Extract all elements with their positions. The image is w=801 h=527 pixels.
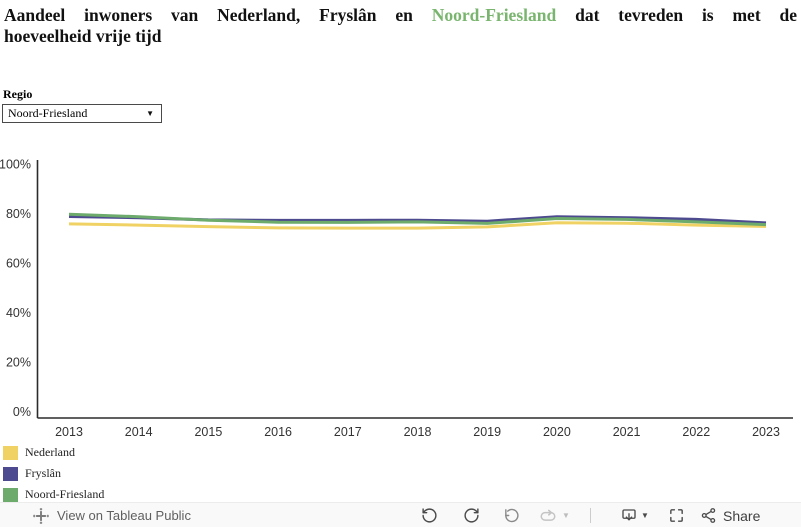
x-axis-tick: 2014 (125, 425, 153, 439)
page-title: Aandeel inwoners van Nederland, Fryslân … (4, 5, 797, 47)
legend-item-nederland[interactable]: Nederland (3, 442, 104, 463)
x-axis-tick: 2020 (543, 425, 571, 439)
legend-swatch (3, 466, 18, 481)
x-axis-tick: 2016 (264, 425, 292, 439)
x-axis-tick: 2023 (752, 425, 780, 439)
refresh-button[interactable] (536, 504, 560, 527)
y-axis-tick: 0% (13, 405, 31, 419)
x-axis-tick: 2015 (194, 425, 222, 439)
download-options-caret[interactable]: ▼ (641, 511, 649, 520)
redo-button[interactable] (459, 504, 483, 527)
download-button[interactable] (617, 504, 641, 527)
redo-icon (463, 508, 479, 523)
download-icon (622, 508, 636, 522)
x-axis-tick: 2022 (682, 425, 710, 439)
fullscreen-button[interactable] (664, 504, 688, 527)
x-axis-tick: 2018 (404, 425, 432, 439)
share-label: Share (723, 507, 761, 524)
title-highlight: Noord-Friesland (431, 5, 557, 25)
region-dropdown[interactable]: Noord-Friesland ▼ (2, 104, 162, 123)
legend-swatch (3, 487, 18, 502)
x-axis-tick: 2017 (334, 425, 362, 439)
title-line-2: hoeveelheid vrije tijd (4, 26, 162, 46)
y-axis-tick: 20% (6, 356, 31, 370)
legend-item-noord-friesland[interactable]: Noord-Friesland (3, 484, 104, 505)
x-axis-tick: 2019 (473, 425, 501, 439)
view-on-tableau-public-link[interactable]: View on Tableau Public (33, 503, 191, 527)
x-axis-tick: 2021 (613, 425, 641, 439)
title-text: Aandeel inwoners van Nederland, Fryslân … (4, 5, 413, 25)
line-chart[interactable]: 0% 20% 40% 60% 80% 100% 2013 2014 2015 2016 2017 20… (0, 150, 801, 442)
y-axis-tick: 60% (6, 257, 31, 271)
legend-swatch (3, 445, 18, 460)
legend-item-fryslan[interactable]: Fryslân (3, 463, 104, 484)
series-line-0[interactable] (68, 221, 767, 230)
tableau-toolbar: View on Tableau Public (0, 502, 801, 527)
toolbar-divider (590, 508, 591, 523)
y-axis-tick: 100% (0, 158, 31, 172)
share-icon (701, 508, 716, 523)
refresh-icon (540, 509, 556, 521)
undo-icon (421, 508, 437, 523)
legend-label: Fryslân (25, 466, 61, 480)
title-text: dat tevreden is met de (575, 5, 798, 25)
y-axis-tick: 80% (6, 207, 31, 221)
series-line-2[interactable] (68, 212, 767, 227)
share-button[interactable]: Share (700, 503, 760, 527)
y-axis-tick: 40% (6, 306, 31, 320)
replay-icon (504, 508, 519, 523)
fullscreen-icon (669, 509, 683, 522)
legend-label: Nederland (25, 445, 75, 459)
x-axis-tick: 2013 (55, 425, 83, 439)
region-dropdown-value: Noord-Friesland (8, 106, 88, 120)
tableau-logo-icon (33, 507, 49, 524)
view-on-tableau-public-label: View on Tableau Public (57, 508, 191, 523)
replay-button[interactable] (499, 504, 523, 527)
filter-label: Regio (3, 87, 33, 101)
chevron-down-icon: ▼ (146, 108, 154, 118)
undo-button[interactable] (417, 504, 441, 527)
legend: Nederland Fryslân Noord-Friesland (3, 442, 104, 505)
legend-label: Noord-Friesland (25, 487, 105, 501)
refresh-options-caret[interactable]: ▼ (562, 511, 570, 520)
title-line-1: Aandeel inwoners van Nederland, Fryslân … (4, 5, 797, 26)
